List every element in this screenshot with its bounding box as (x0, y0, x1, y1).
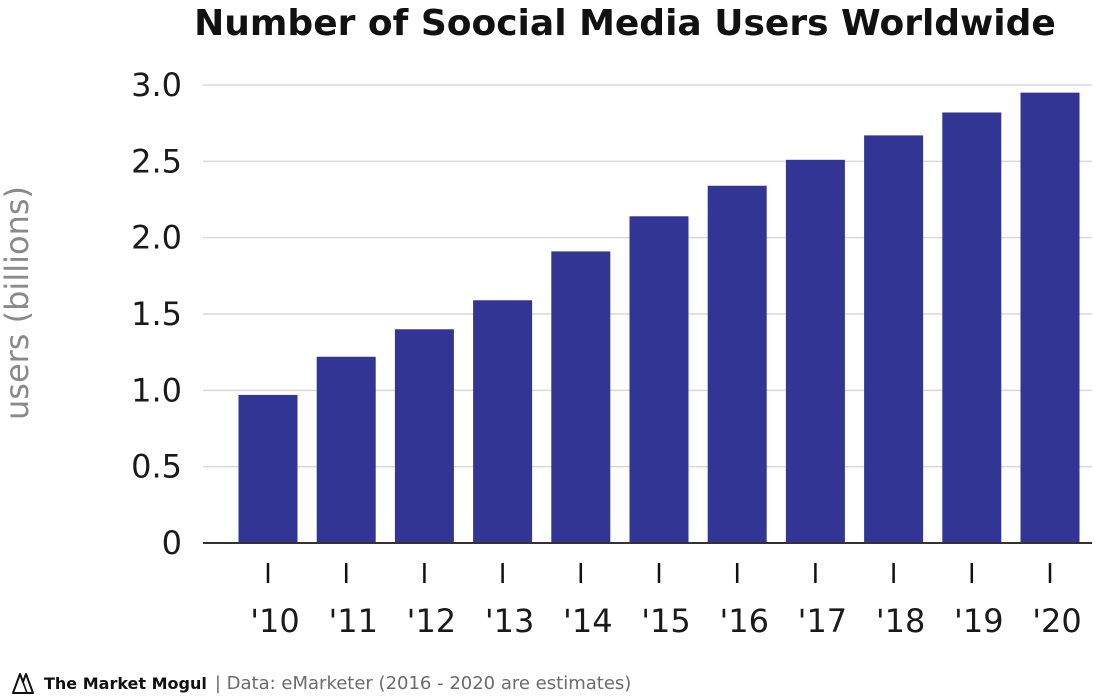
bar (316, 356, 376, 543)
data-source-note: | Data: eMarketer (2016 - 2020 are estim… (214, 672, 632, 694)
y-tick-label: 1.5 (131, 295, 182, 333)
y-tick-label: 1.0 (131, 371, 182, 409)
bar (785, 159, 845, 543)
bar (864, 135, 924, 543)
y-axis-label: users (billions) (0, 186, 36, 420)
x-tick-label: '13 (485, 602, 535, 640)
chart-title: Number of Soocial Media Users Worldwide (194, 3, 1056, 44)
x-tick-label: '16 (719, 602, 769, 640)
y-tick-label: 0 (162, 524, 182, 562)
x-tick-label: '11 (328, 602, 378, 640)
bar (942, 112, 1002, 543)
x-axis-ticks: '10 '11 '12 '13 '14 '15 '16 '17 '18 '19 '20 (250, 563, 1082, 640)
bar (551, 251, 611, 543)
market-mogul-logo-icon (12, 673, 34, 694)
x-tick-label: '15 (641, 602, 691, 640)
x-tick-label: '20 (1032, 602, 1082, 640)
bar (629, 216, 689, 543)
x-tick-label: '19 (954, 602, 1004, 640)
bar (238, 394, 298, 543)
x-tick-label: '14 (563, 602, 613, 640)
y-tick-label: 0.5 (131, 448, 182, 486)
x-tick-label: '18 (876, 602, 926, 640)
y-tick-label: 3.0 (131, 66, 182, 104)
bars (238, 92, 1080, 543)
y-axis-ticks: 0 0.5 1.0 1.5 2.0 2.5 3.0 (131, 66, 182, 562)
x-tick-label: '17 (798, 602, 848, 640)
bar (394, 329, 454, 543)
brand-name: The Market Mogul (44, 673, 207, 693)
bar (707, 185, 767, 543)
bar (1020, 92, 1080, 543)
bar (473, 300, 533, 543)
x-tick-label: '10 (250, 602, 300, 640)
y-tick-label: 2.5 (131, 142, 182, 180)
x-tick-label: '12 (407, 602, 457, 640)
footer: The Market Mogul | Data: eMarketer (2016… (10, 670, 631, 696)
y-tick-label: 2.0 (131, 219, 182, 257)
